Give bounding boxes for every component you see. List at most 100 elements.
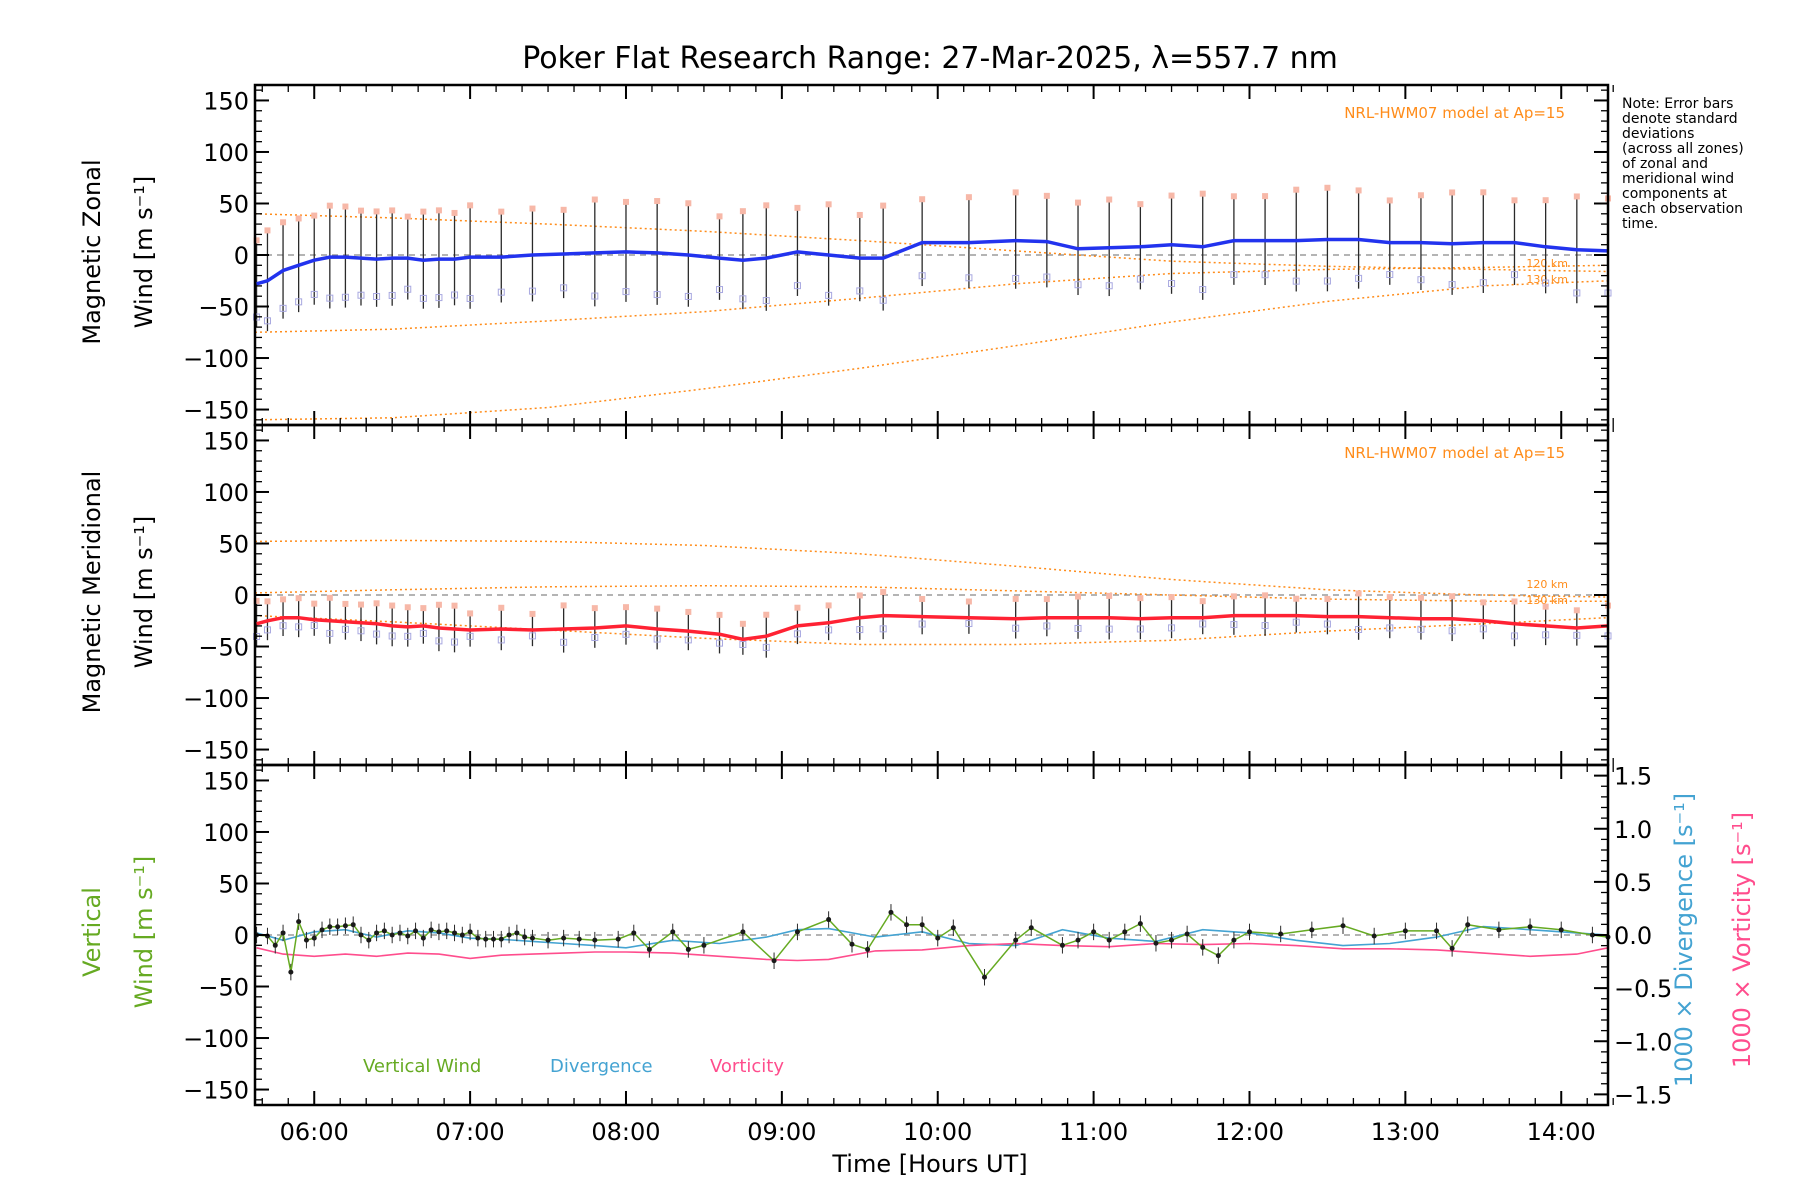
zone-marker-low <box>1105 625 1113 633</box>
zone-marker-low <box>1012 624 1020 632</box>
zone-marker-low <box>1230 621 1238 629</box>
legend-divergence: Divergence <box>550 1056 653 1077</box>
zone-marker-high <box>357 207 364 214</box>
zone-marker-low <box>404 285 412 293</box>
zone-marker-low <box>1355 625 1363 633</box>
y-tick-label: 50 <box>218 530 249 558</box>
vertical-wind-point <box>1169 937 1175 943</box>
zone-marker-low <box>263 317 271 325</box>
zone-marker-high <box>591 196 598 203</box>
y-tick-label: 100 <box>203 139 249 167</box>
zone-marker-low <box>1386 624 1394 632</box>
y-tick-label: −150 <box>183 737 249 765</box>
zone-marker-low <box>879 296 887 304</box>
zone-marker-high <box>654 198 661 205</box>
zone-marker-low <box>1261 271 1269 279</box>
y-tick-label: −50 <box>198 974 249 1002</box>
vertical-wind-point <box>1527 924 1533 930</box>
zone-marker-low <box>310 290 318 298</box>
vertical-wind-point <box>592 937 598 943</box>
zone-marker-low <box>326 629 334 637</box>
zone-marker-low <box>373 293 381 301</box>
vertical-wind-point <box>1091 929 1097 935</box>
vertical-wind-point <box>1402 928 1408 934</box>
vertical-wind-point <box>1153 940 1159 946</box>
vertical-wind-point <box>490 936 496 942</box>
vertical-wind-point <box>1075 937 1081 943</box>
vertical-wind-point <box>1496 927 1502 933</box>
zone-marker-high <box>1168 192 1175 199</box>
vertical-wind-point <box>303 937 309 943</box>
zone-marker-high <box>1542 603 1549 610</box>
divergence-axis-label: 1000 × Divergence [s⁻¹] <box>1670 793 1698 1087</box>
vertical-wind-point <box>522 934 528 940</box>
vertical-wind-point <box>646 946 652 952</box>
y-tick-label: −100 <box>183 345 249 373</box>
vertical-wind-point <box>771 958 777 964</box>
y-tick-label: 0 <box>234 922 249 950</box>
vertical-wind-point <box>506 932 512 938</box>
zone-marker-low <box>1043 622 1051 630</box>
zone-marker-high <box>1355 590 1362 597</box>
zone-marker-high <box>739 208 746 215</box>
zone-marker-low <box>591 634 599 642</box>
vertical-wind-point <box>631 930 637 936</box>
zone-marker-high <box>1449 189 1456 196</box>
note-line: (across all zones) <box>1622 141 1744 157</box>
vertical-wind-point <box>865 946 871 952</box>
zone-marker-high <box>1355 187 1362 194</box>
vertical-wind-point <box>319 927 325 933</box>
zone-marker-low <box>793 630 801 638</box>
y-tick-label: −50 <box>198 294 249 322</box>
zonal-wind-line <box>256 237 1609 286</box>
zone-marker-high <box>1106 196 1113 203</box>
zone-marker-low <box>326 294 334 302</box>
note-line: components at <box>1622 186 1728 202</box>
zone-marker-low <box>419 629 427 637</box>
zone-marker-low <box>1012 274 1020 282</box>
zone-marker-low <box>1479 625 1487 633</box>
zone-marker-high <box>357 601 364 608</box>
zone-marker-high <box>880 589 887 596</box>
right-tick-label: −1.5 <box>1614 1081 1672 1109</box>
zone-marker-high <box>280 219 287 226</box>
zone-marker-low <box>528 632 536 640</box>
zone-marker-low <box>716 639 724 647</box>
zone-marker-high <box>763 611 770 618</box>
vertical-wind-point <box>1231 937 1237 943</box>
vertical-wind-point <box>1465 922 1471 928</box>
vertical-wind-point <box>919 922 925 928</box>
zone-marker-low <box>435 294 443 302</box>
y-tick-label: −100 <box>183 685 249 713</box>
zone-marker-high <box>739 620 746 627</box>
vertical-wind-point <box>685 946 691 952</box>
zone-marker-high <box>1386 594 1393 601</box>
zone-marker-low <box>1136 625 1144 633</box>
zone-marker-low <box>1199 620 1207 628</box>
vertical-wind-point <box>545 937 551 943</box>
zone-marker-low <box>295 298 303 306</box>
zone-marker-low <box>1168 624 1176 632</box>
zone-marker-low <box>622 288 630 296</box>
zone-marker-high <box>622 198 629 205</box>
zone-marker-low <box>793 282 801 290</box>
merid-ylabel-1: Magnetic Meridional <box>78 471 106 714</box>
zone-marker-low <box>1323 277 1331 285</box>
zone-marker-high <box>373 208 380 215</box>
zone-marker-high <box>311 212 318 219</box>
zone-marker-high <box>560 206 567 213</box>
zone-marker-low <box>451 638 459 646</box>
zone-marker-high <box>1137 201 1144 208</box>
zone-marker-low <box>263 626 271 634</box>
zone-marker-low <box>497 636 505 644</box>
vertical-wind-point <box>1434 928 1440 934</box>
zone-marker-low <box>1261 622 1269 630</box>
zone-marker-low <box>1448 281 1456 289</box>
zone-marker-high <box>404 604 411 611</box>
vertical-wind-point <box>475 935 481 941</box>
zone-marker-high <box>856 211 863 218</box>
x-tick-label: 09:00 <box>747 1118 816 1146</box>
vert-ylabel-1: Vertical <box>78 887 106 977</box>
zone-marker-high <box>435 207 442 214</box>
y-tick-label: 50 <box>218 870 249 898</box>
